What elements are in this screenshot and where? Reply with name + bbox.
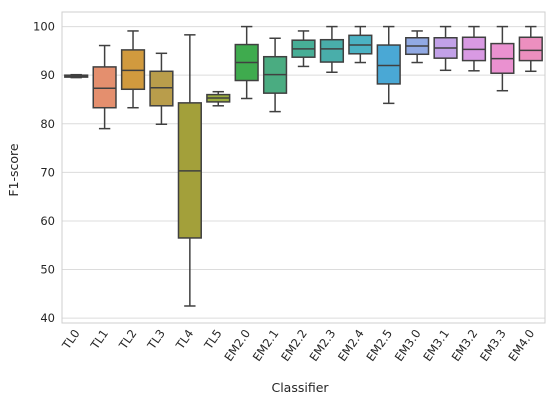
box-iqr xyxy=(518,36,543,62)
y-axis-title: F1-score xyxy=(6,143,21,197)
box-iqr xyxy=(376,44,401,85)
x-tick-label: EM2.4 xyxy=(335,327,367,364)
box-em2-3 xyxy=(319,25,345,74)
x-axis-ticks: TL0 TL1 TL2 TL3 TL4 TL5EM2.0EM2.1EM2.2EM2.3EM… xyxy=(59,327,538,364)
x-tick-label: EM3.0 xyxy=(392,327,424,364)
x-tick-label: TL2 xyxy=(116,327,140,353)
box-series xyxy=(64,25,543,307)
box-em2-1 xyxy=(262,37,288,113)
y-tick-label: 70 xyxy=(40,165,55,179)
y-tick-label: 90 xyxy=(40,68,55,82)
box-iqr xyxy=(319,38,345,63)
box-em3-1 xyxy=(433,25,458,72)
box-em2-2 xyxy=(291,30,316,68)
box-iqr xyxy=(92,66,117,109)
box-em4-0 xyxy=(518,25,543,73)
x-tick-label: EM2.0 xyxy=(221,327,253,364)
x-tick-label: TL5 xyxy=(201,327,225,353)
box-em2-4 xyxy=(348,25,373,64)
x-tick-label: EM2.1 xyxy=(250,327,282,364)
box-em3-3 xyxy=(490,25,515,92)
box-tl0 xyxy=(64,73,89,79)
x-tick-label: EM4.0 xyxy=(505,327,537,364)
x-axis-title: Classifier xyxy=(271,380,329,395)
box-tl5 xyxy=(206,90,231,107)
x-tick-label: TL1 xyxy=(87,327,111,353)
y-tick-label: 40 xyxy=(40,311,55,325)
x-tick-label: EM3.2 xyxy=(449,327,481,364)
box-tl2 xyxy=(120,30,146,109)
x-tick-label: EM3.3 xyxy=(477,327,509,364)
y-axis-ticks: 40 50 60 70 80 90 100 xyxy=(33,20,55,326)
y-tick-label: 60 xyxy=(40,214,55,228)
box-em2-0 xyxy=(234,25,259,100)
box-tl1 xyxy=(92,44,117,130)
box-em3-2 xyxy=(461,25,487,72)
x-tick-label: TL4 xyxy=(172,327,196,353)
x-tick-label: EM2.5 xyxy=(363,327,395,364)
box-em3-0 xyxy=(405,30,430,64)
y-tick-label: 100 xyxy=(33,20,55,34)
y-tick-label: 80 xyxy=(40,117,55,131)
x-tick-label: TL0 xyxy=(59,327,83,353)
plot-area-frame xyxy=(61,11,546,324)
box-tl4 xyxy=(177,34,202,307)
box-tl3 xyxy=(149,52,174,126)
box-em2-5 xyxy=(376,25,401,105)
y-tick-label: 50 xyxy=(40,263,55,277)
x-tick-label: EM2.2 xyxy=(278,327,310,364)
x-tick-label: TL3 xyxy=(144,327,168,353)
x-tick-label: EM3.1 xyxy=(420,327,452,364)
x-tick-label: EM2.3 xyxy=(307,327,339,364)
